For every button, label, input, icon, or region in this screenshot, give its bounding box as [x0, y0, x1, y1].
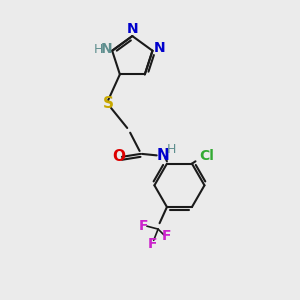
Text: N: N — [127, 22, 138, 36]
Text: H: H — [93, 43, 103, 56]
Text: F: F — [148, 237, 157, 251]
Text: H: H — [167, 143, 176, 156]
Text: F: F — [162, 230, 172, 244]
Text: S: S — [103, 96, 114, 111]
Text: O: O — [112, 149, 125, 164]
Text: F: F — [139, 219, 149, 233]
Text: Cl: Cl — [199, 149, 214, 163]
Text: N: N — [101, 42, 113, 56]
Text: N: N — [154, 41, 166, 55]
Text: N: N — [156, 148, 169, 163]
